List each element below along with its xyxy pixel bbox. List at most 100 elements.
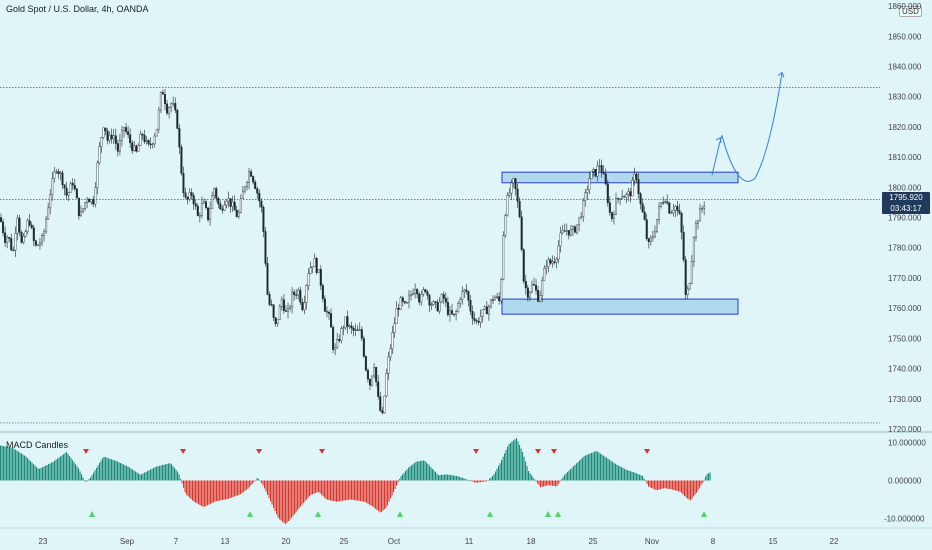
candle-body (223, 204, 226, 211)
macd-bar (469, 480, 471, 482)
macd-bar (336, 480, 338, 502)
candle-body (330, 313, 333, 328)
candle-body (522, 249, 525, 282)
candle-body (397, 308, 400, 310)
macd-bar (91, 475, 93, 481)
candle-body (274, 317, 277, 324)
macd-bar (282, 480, 284, 522)
macd-bar (591, 452, 593, 481)
macd-bar (375, 480, 377, 509)
macd-bar (159, 465, 161, 481)
candle-body (258, 192, 261, 202)
candle-body (34, 240, 37, 246)
macd-bar (502, 456, 504, 481)
macd-bar (475, 480, 477, 483)
macd-bar (523, 456, 525, 481)
candle-body (92, 199, 95, 205)
candle-body (625, 194, 628, 198)
macd-bar (223, 480, 225, 500)
candle-body (446, 301, 449, 315)
candle-body (664, 201, 667, 204)
candle-body (647, 238, 650, 242)
macd-bar (75, 464, 77, 481)
candle-body (697, 220, 700, 224)
macd-bar (534, 479, 536, 481)
macd-bar (166, 463, 168, 481)
macd-bar (696, 480, 698, 493)
candle-body (202, 201, 205, 204)
macd-bar (415, 461, 417, 481)
macd-bar (321, 480, 323, 495)
macd-bar (295, 480, 297, 513)
macd-bar (690, 480, 692, 501)
macd-bar (484, 480, 486, 482)
macd-bar (30, 461, 32, 481)
macd-bar (36, 467, 38, 481)
macd-bar (420, 460, 422, 481)
candle-body (549, 259, 552, 264)
macd-bar (31, 462, 33, 481)
time-axis-tick: 25 (340, 537, 349, 546)
macd-bar (633, 472, 635, 481)
macd-bar (393, 480, 395, 493)
macd-bar (151, 468, 153, 481)
macd-bar (583, 456, 585, 481)
macd-bar (574, 464, 576, 481)
macd-bar (18, 451, 20, 481)
macd-bar (705, 476, 707, 481)
macd-bar (120, 463, 122, 481)
candle-body (235, 209, 238, 218)
macd-bar (634, 472, 636, 481)
candle-body (104, 127, 107, 132)
macd-bar (427, 464, 429, 481)
candle-body (512, 178, 515, 184)
macd-bar (385, 480, 387, 508)
macd-bar (394, 480, 396, 489)
macd-bar (69, 456, 71, 481)
macd-bar (589, 453, 591, 481)
candle-body (635, 174, 638, 180)
macd-bar (381, 480, 383, 512)
last-price-value: 1795.920 (889, 193, 923, 202)
macd-bar (222, 480, 224, 500)
macd-bar (681, 480, 683, 493)
macd-bar (219, 480, 221, 501)
candle-body (551, 261, 554, 264)
time-axis-tick: 13 (221, 537, 230, 546)
macd-bar (663, 480, 665, 489)
macd-bar (679, 480, 681, 492)
macd-bar (349, 480, 351, 500)
macd-bar (195, 480, 197, 503)
candle-body (670, 212, 673, 214)
macd-bar (147, 471, 149, 481)
candle-body (334, 347, 337, 350)
macd-bar (145, 471, 147, 481)
macd-bar (447, 474, 449, 481)
macd-bar (58, 457, 60, 481)
macd-bar (246, 480, 248, 490)
macd-bar (613, 462, 615, 481)
macd-bar (183, 480, 185, 488)
macd-bar (505, 449, 507, 481)
candle-body (51, 178, 54, 195)
macd-bar (676, 480, 678, 491)
macd-bar (51, 462, 53, 481)
macd-bar (123, 464, 125, 481)
currency-badge[interactable]: USD (899, 6, 922, 17)
candle-body (307, 273, 310, 286)
macd-bar (330, 480, 332, 501)
macd-bar (291, 480, 293, 518)
axes: 1860.000 1850.000 1840.000 1830.000 1820.000… (39, 2, 927, 546)
macd-bar (396, 480, 398, 486)
candle-body (12, 249, 15, 251)
macd-bar (678, 480, 680, 492)
candle-body (385, 373, 388, 397)
macd-bar (211, 480, 213, 504)
macd-bar (471, 480, 473, 482)
signal-markers (83, 449, 707, 517)
candle-body (204, 201, 207, 208)
macd-bar (510, 442, 512, 481)
candle-body (682, 231, 685, 261)
candle-body (606, 183, 609, 203)
